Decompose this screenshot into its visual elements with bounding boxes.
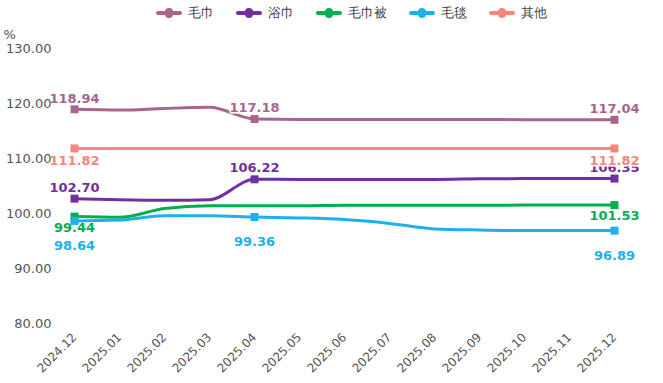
svg-text:2025.04: 2025.04 xyxy=(214,330,259,375)
svg-text:2025.05: 2025.05 xyxy=(259,330,304,375)
html-text:其他: 其他 xyxy=(521,5,547,20)
svg-text:118.94: 118.94 xyxy=(49,90,99,105)
svg-text:102.70: 102.70 xyxy=(49,180,99,195)
svg-text:2025.11: 2025.11 xyxy=(529,330,574,375)
svg-text:2025.03: 2025.03 xyxy=(169,330,214,375)
svg-text:2025.06: 2025.06 xyxy=(304,330,349,375)
html-text:浴巾: 浴巾 xyxy=(268,5,294,20)
svg-text:99.36: 99.36 xyxy=(234,234,275,249)
svg-text:117.04: 117.04 xyxy=(589,101,639,116)
svg-text:111.82: 111.82 xyxy=(589,153,639,168)
svg-text:100.00: 100.00 xyxy=(6,206,52,221)
svg-text:2024.12: 2024.12 xyxy=(34,330,79,375)
svg-text:99.44: 99.44 xyxy=(53,219,96,235)
svg-text:2025.12: 2025.12 xyxy=(574,330,619,375)
html-text:毛巾被: 毛巾被 xyxy=(348,5,387,20)
svg-text:%: % xyxy=(4,27,16,42)
svg-text:120.00: 120.00 xyxy=(6,96,52,111)
svg-text:96.89: 96.89 xyxy=(594,248,635,263)
svg-text:111.82: 111.82 xyxy=(49,153,99,168)
svg-text:130.00: 130.00 xyxy=(6,41,52,56)
svg-text:98.64: 98.64 xyxy=(54,238,95,253)
svg-text:80.00: 80.00 xyxy=(14,316,51,331)
svg-text:2025.07: 2025.07 xyxy=(349,330,394,375)
svg-text:110.00: 110.00 xyxy=(6,151,52,166)
svg-text:2025.10: 2025.10 xyxy=(484,330,529,375)
html-text:毛毯: 毛毯 xyxy=(441,5,467,20)
svg-text:2025.08: 2025.08 xyxy=(394,330,439,375)
svg-text:2025.02: 2025.02 xyxy=(124,330,169,375)
svg-text:2025.01: 2025.01 xyxy=(79,330,124,375)
svg-text:117.18: 117.18 xyxy=(229,100,279,115)
svg-text:106.22: 106.22 xyxy=(229,160,279,175)
svg-text:2025.09: 2025.09 xyxy=(439,330,484,375)
svg-text:101.53: 101.53 xyxy=(589,208,639,223)
html-text:毛巾: 毛巾 xyxy=(188,5,214,20)
svg-text:90.00: 90.00 xyxy=(14,261,51,276)
